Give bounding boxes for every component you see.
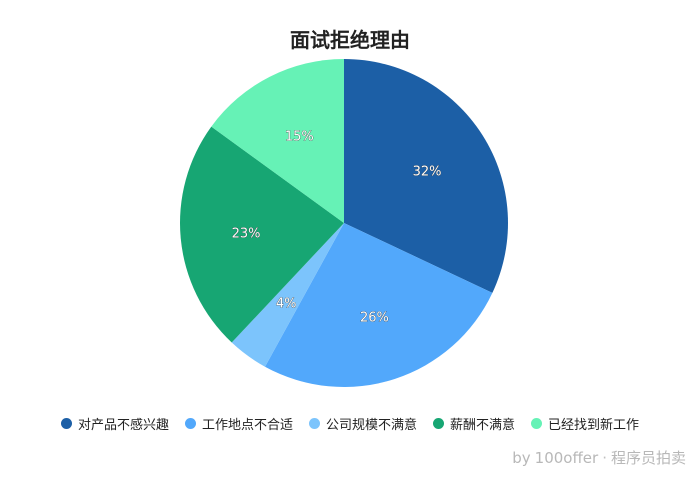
pie-slice-label-5: 15% bbox=[285, 129, 314, 144]
pie-chart: 32% 26% 4% 23% 15% bbox=[179, 59, 508, 387]
legend-item-4: 薪酬不满意 bbox=[433, 414, 515, 433]
legend-label-2: 工作地点不合适 bbox=[201, 418, 293, 433]
legend-swatch-1 bbox=[60, 418, 72, 429]
pie-slice-5 bbox=[211, 59, 344, 223]
legend-item-1: 对产品不感兴趣 bbox=[60, 414, 169, 433]
pie-slice-1 bbox=[344, 59, 508, 293]
pie-slice-3 bbox=[231, 223, 344, 367]
chart-legend: 对产品不感兴趣 工作地点不合适 公司规模不满意 薪酬不满意 已经找到新工作 bbox=[0, 414, 700, 433]
watermark-prefix: by bbox=[512, 448, 531, 467]
legend-swatch-4 bbox=[433, 418, 444, 429]
pie-slice-2 bbox=[264, 223, 493, 387]
legend-item-5: 已经找到新工作 bbox=[531, 414, 639, 433]
legend-item-2: 工作地点不合适 bbox=[184, 414, 293, 433]
legend-item-3: 公司规模不满意 bbox=[308, 414, 417, 433]
legend-label-3: 公司规模不满意 bbox=[325, 418, 417, 433]
legend-swatch-3 bbox=[308, 418, 320, 429]
legend-label-5: 已经找到新工作 bbox=[548, 418, 640, 433]
watermark-brand: 100offer bbox=[534, 448, 599, 467]
pie-slice-label-4: 23% bbox=[232, 226, 261, 241]
watermark-suffix: 程序员拍卖 bbox=[610, 449, 686, 467]
chart-title: 面试拒绝理由 bbox=[290, 28, 410, 52]
pie-slice-label-2: 26% bbox=[360, 311, 389, 326]
legend-label-1: 对产品不感兴趣 bbox=[77, 418, 169, 433]
pie-slice-label-1: 32% bbox=[413, 164, 442, 179]
legend-swatch-2 bbox=[184, 418, 196, 429]
pie-slice-4 bbox=[179, 126, 344, 343]
watermark: by 100offer · 程序员拍卖 bbox=[512, 447, 686, 468]
watermark-separator: · bbox=[602, 448, 607, 467]
legend-label-4: 薪酬不满意 bbox=[450, 418, 516, 433]
pie-slice-label-3: 4% bbox=[276, 297, 297, 312]
legend-swatch-5 bbox=[531, 418, 543, 429]
